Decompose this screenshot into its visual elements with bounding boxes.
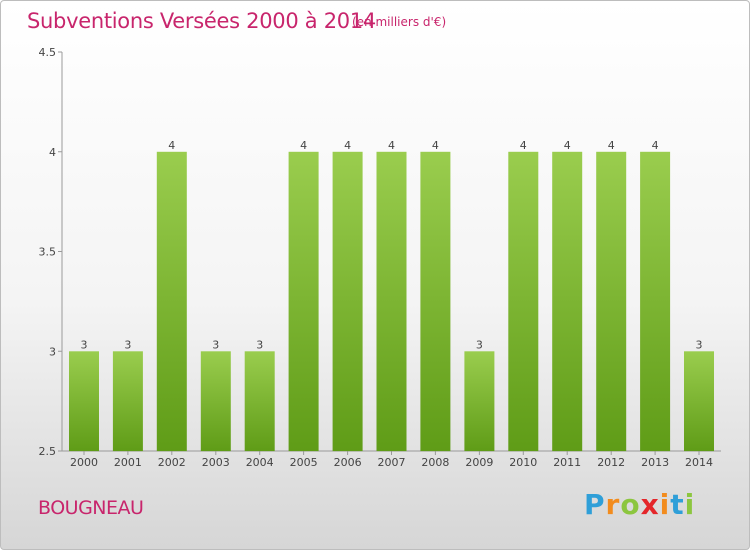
chart-unit-note: (en milliers d'€) [352,15,447,29]
bar [640,151,671,452]
logo-letter: r [605,488,621,521]
logo-letter: i [684,488,696,521]
bar-value-label: 3 [212,338,219,351]
bar-value-label: 4 [168,139,175,152]
x-tick-label: 2011 [553,456,581,469]
bar-value-label: 4 [520,139,527,152]
x-tick-label: 2013 [641,456,669,469]
x-tick-label: 2000 [70,456,98,469]
x-tick-label: 2010 [509,456,537,469]
bar [684,351,714,452]
logo-letter: o [620,488,641,521]
bar [244,351,275,452]
chart-bars [69,151,714,452]
logo-letter: t [670,488,685,521]
bar [552,151,583,452]
y-tick-label: 2.5 [39,445,57,458]
bar-value-label: 4 [608,139,615,152]
bar-value-label: 4 [432,139,439,152]
chart-labels: 3 2000 3 2001 4 2002 3 2003 3 2004 4 2005 4 2006 4 2007… [70,139,713,469]
x-tick-label: 2003 [202,456,230,469]
bar-value-label: 3 [696,338,703,351]
bar-value-label: 3 [124,338,131,351]
x-tick-label: 2001 [114,456,142,469]
logo-letter: P [584,488,606,521]
y-tick-label: 4.5 [39,46,57,59]
x-tick-label: 2006 [334,456,362,469]
x-tick-label: 2007 [378,456,406,469]
y-tick-label: 3.5 [39,246,57,259]
municipality-name: BOUGNEAU [38,497,144,519]
x-tick-label: 2008 [421,456,449,469]
x-tick-label: 2005 [290,456,318,469]
bar [156,151,187,452]
bar [200,351,231,452]
bar [420,151,451,452]
x-tick-label: 2002 [158,456,186,469]
bar-value-label: 4 [564,139,571,152]
x-tick-label: 2014 [685,456,713,469]
bar-value-label: 3 [476,338,483,351]
chart-title: Subventions Versées 2000 à 2014 [27,9,376,33]
x-tick-label: 2004 [246,456,274,469]
bar [508,151,539,452]
logo-letter: i [659,488,671,521]
bar [596,151,627,452]
y-tick-label: 4 [49,146,56,159]
bar [112,351,143,452]
x-tick-label: 2009 [465,456,493,469]
bar-value-label: 4 [344,139,351,152]
bar [69,351,99,452]
logo-letter: x [640,488,660,521]
proxiti-logo[interactable]: Proxiti [584,488,695,521]
bar-value-label: 4 [388,139,395,152]
bar-value-label: 4 [652,139,659,152]
bar [376,151,407,452]
bar [464,351,495,452]
bar-value-label: 4 [300,139,307,152]
x-tick-label: 2012 [597,456,625,469]
y-tick-label: 3 [49,345,56,358]
bar [332,151,363,452]
bar [288,151,319,452]
bar-value-label: 3 [81,338,88,351]
bar-value-label: 3 [256,338,263,351]
